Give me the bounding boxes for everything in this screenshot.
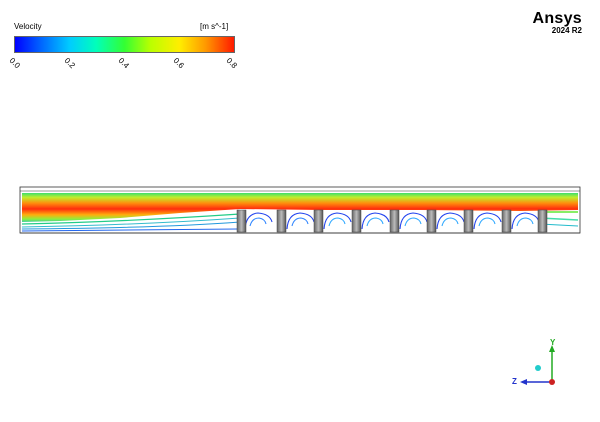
brand-version: 2024 R2	[551, 26, 582, 35]
jet-streamlines	[22, 193, 578, 222]
axis-triad	[520, 345, 555, 385]
legend-units: [m s^-1]	[200, 22, 229, 31]
legend-title: Velocity	[14, 22, 42, 31]
cylinder-array	[236, 209, 548, 233]
y-axis-label: Y	[550, 338, 556, 347]
ansys-logo: Ansys 2024 R2	[532, 10, 582, 35]
brand-name: Ansys	[532, 10, 582, 27]
z-axis-label: Z	[512, 377, 517, 386]
velocity-colorbar	[14, 36, 235, 53]
